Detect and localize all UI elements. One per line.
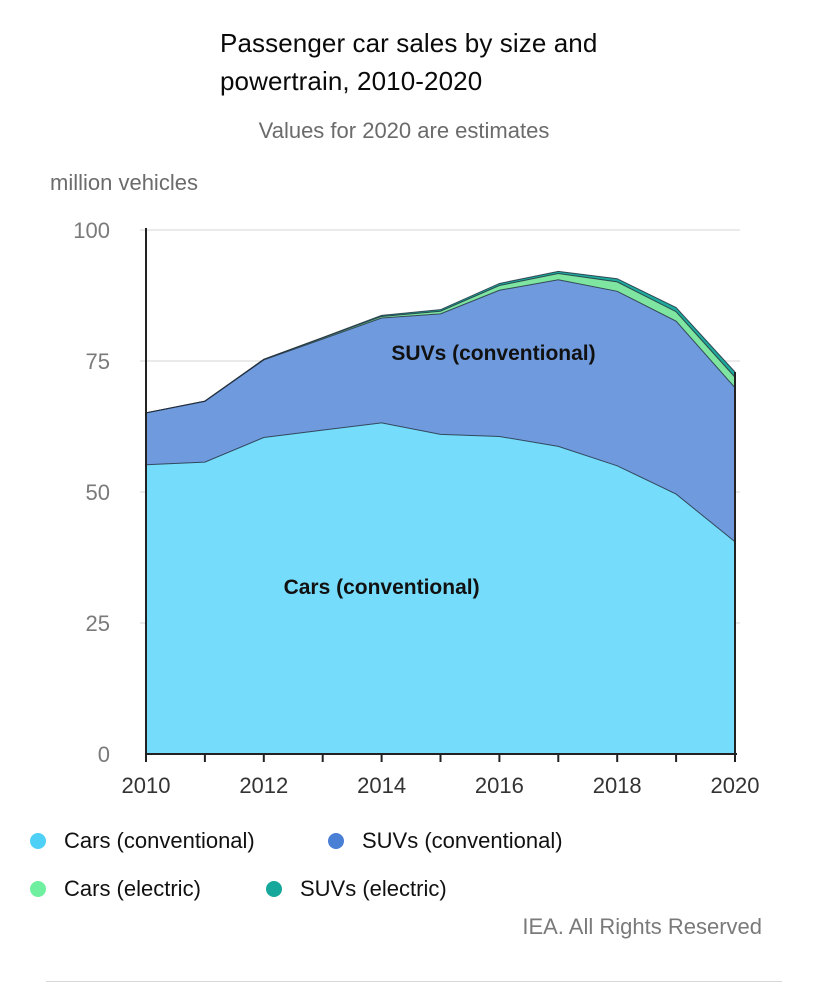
bottom-divider — [46, 981, 782, 982]
area-annotations: SUVs (conventional) Cars (conventional) — [284, 342, 596, 599]
stacked-area-chart: 0 25 50 75 100 2010 2012 2014 2016 2018 2020 SUVs… — [73, 218, 760, 798]
annotation-cars-conventional: Cars (conventional) — [284, 576, 480, 599]
legend-item-cars-conventional[interactable]: Cars (conventional) — [30, 828, 255, 854]
legend-item-suvs-conventional[interactable]: SUVs (conventional) — [328, 828, 563, 854]
area-suvs-conventional — [146, 279, 735, 542]
x-tick-label: 2010 — [122, 773, 171, 798]
series-areas — [145, 270, 736, 754]
annotation-suvs-conventional: SUVs (conventional) — [391, 342, 595, 365]
x-tick-label: 2018 — [593, 773, 642, 798]
x-axis-ticks: 2010 2012 2014 2016 2018 2020 — [122, 773, 760, 798]
x-tick-label: 2020 — [711, 773, 760, 798]
chart-title: Passenger car sales by size and powertra… — [220, 28, 598, 96]
y-tick-label: 75 — [86, 349, 110, 374]
y-axis-ticks: 0 25 50 75 100 — [73, 218, 110, 767]
chart-subtitle: Values for 2020 are estimates — [258, 118, 550, 143]
y-axis-unit-label: million vehicles — [50, 170, 198, 195]
area-cars-conventional — [146, 422, 735, 754]
legend-label: SUVs (electric) — [300, 876, 447, 901]
x-tick-label: 2014 — [357, 773, 406, 798]
y-tick-label: 100 — [73, 218, 110, 243]
boundary-line-1 — [145, 422, 736, 543]
y-tick-label: 25 — [86, 611, 110, 636]
legend-swatch-icon — [328, 833, 344, 849]
legend-label: Cars (electric) — [64, 876, 201, 901]
legend-swatch-icon — [30, 881, 46, 897]
legend-swatch-icon — [266, 881, 282, 897]
source-credit: IEA. All Rights Reserved — [522, 914, 762, 939]
y-tick-label: 50 — [86, 480, 110, 505]
legend-label: Cars (conventional) — [64, 828, 255, 853]
x-axis — [145, 228, 737, 762]
boundary-line-4 — [145, 270, 736, 414]
legend-item-cars-electric[interactable]: Cars (electric) — [30, 876, 201, 902]
legend-swatch-icon — [30, 833, 46, 849]
legend-item-suvs-electric[interactable]: SUVs (electric) — [266, 876, 447, 902]
y-tick-label: 0 — [98, 742, 110, 767]
legend-label: SUVs (conventional) — [362, 828, 563, 853]
x-tick-label: 2012 — [239, 773, 288, 798]
x-tick-label: 2016 — [475, 773, 524, 798]
